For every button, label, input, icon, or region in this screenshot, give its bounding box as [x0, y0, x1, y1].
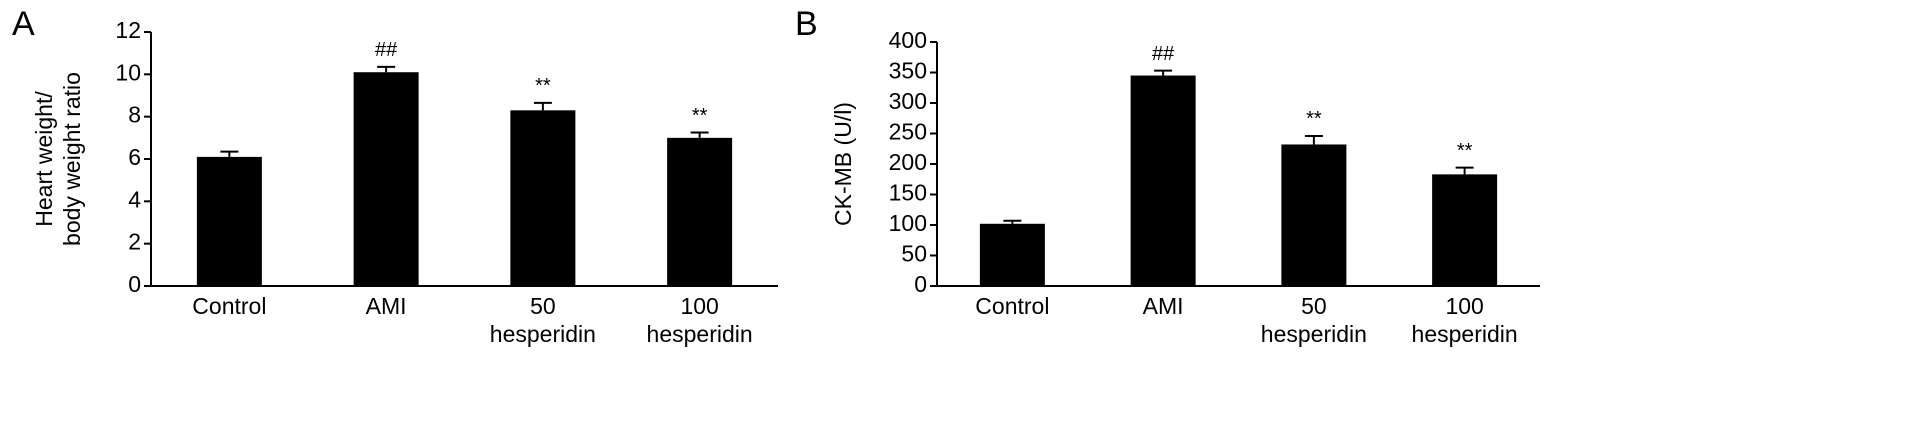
y-tick-label: 4: [128, 186, 141, 212]
y-tick-label: 150: [889, 180, 927, 206]
bar: [1130, 75, 1196, 286]
y-tick-label: 8: [128, 102, 141, 128]
significance: ##: [375, 39, 398, 61]
x-tick-label: Control: [192, 293, 266, 319]
bar: [196, 156, 262, 286]
x-tick-label: 50 hesperidin: [1261, 293, 1367, 347]
bar: [667, 137, 733, 286]
significance: ##: [1152, 43, 1175, 65]
y-tick-label: 400: [889, 27, 927, 53]
y-tick-label: 0: [128, 271, 141, 297]
y-tick-label: 250: [889, 119, 927, 145]
significance: **: [1457, 140, 1473, 162]
x-tick-label: Control: [975, 293, 1049, 319]
y-tick-label: 50: [901, 241, 927, 267]
bar: [979, 223, 1045, 286]
significance: **: [1306, 108, 1322, 130]
panel-label: A: [12, 5, 35, 43]
x-tick-label: AMI: [366, 293, 407, 319]
panel-label: B: [795, 5, 818, 43]
y-tick-label: 0: [914, 271, 927, 297]
y-tick-label: 10: [115, 59, 141, 85]
bar: [510, 110, 576, 286]
y-tick-label: 200: [889, 149, 927, 175]
bar: [1432, 174, 1498, 286]
y-tick-label: 6: [128, 144, 141, 170]
x-tick-label: 100 hesperidin: [1412, 293, 1518, 347]
y-tick-label: 12: [115, 17, 141, 43]
bar: [353, 72, 419, 286]
y-axis-label: CK-MB (U/l): [830, 102, 856, 226]
y-tick-label: 2: [128, 229, 141, 255]
x-tick-label: 100 hesperidin: [647, 293, 753, 347]
x-tick-label: 50 hesperidin: [490, 293, 596, 347]
y-axis-label: Heart weight/: [31, 91, 57, 227]
significance: **: [692, 105, 708, 127]
y-tick-label: 350: [889, 58, 927, 84]
significance: **: [535, 75, 551, 97]
x-tick-label: AMI: [1143, 293, 1184, 319]
bar: [1281, 144, 1347, 286]
y-axis-label: body weight ratio: [59, 72, 85, 246]
y-tick-label: 100: [889, 210, 927, 236]
y-tick-label: 300: [889, 88, 927, 114]
